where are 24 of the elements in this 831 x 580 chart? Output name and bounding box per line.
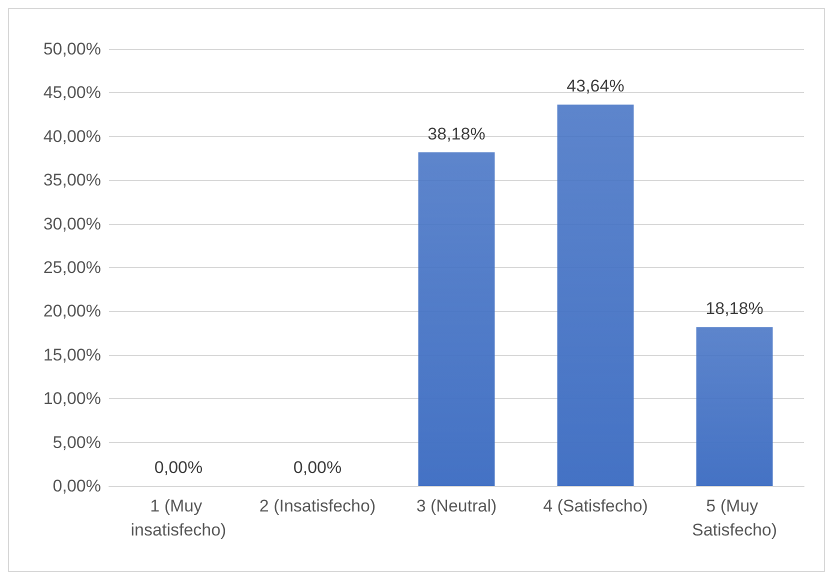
y-tick-label: 5,00% [52,432,101,452]
data-label: 43,64% [566,76,624,96]
x-tick-label: 2 (Insatisfecho) [259,496,376,516]
y-tick-label: 0,00% [52,476,101,496]
bar [418,152,495,486]
x-tick-label: 4 (Satisfecho) [543,496,648,516]
bar [557,104,634,486]
data-label: 0,00% [154,458,203,477]
data-label: 0,00% [293,458,342,477]
y-tick-label: 30,00% [43,214,101,234]
y-tick-label: 40,00% [43,126,101,146]
y-tick-label: 45,00% [43,83,101,102]
y-tick-label: 50,00% [43,40,101,58]
x-tick-label: 1 (Muy insatisfecho) [130,496,226,540]
y-tick-label: 10,00% [43,389,101,408]
y-tick-label: 25,00% [43,258,101,277]
x-tick-label: 5 (Muy Satisfecho) [692,496,778,540]
x-tick-label: 3 (Neutral) [416,496,497,516]
bar [696,327,773,486]
data-label: 18,18% [706,299,764,318]
data-label: 38,18% [428,124,486,144]
y-tick-label: 20,00% [43,302,101,321]
y-tick-label: 15,00% [43,345,101,364]
y-tick-label: 35,00% [43,170,101,190]
